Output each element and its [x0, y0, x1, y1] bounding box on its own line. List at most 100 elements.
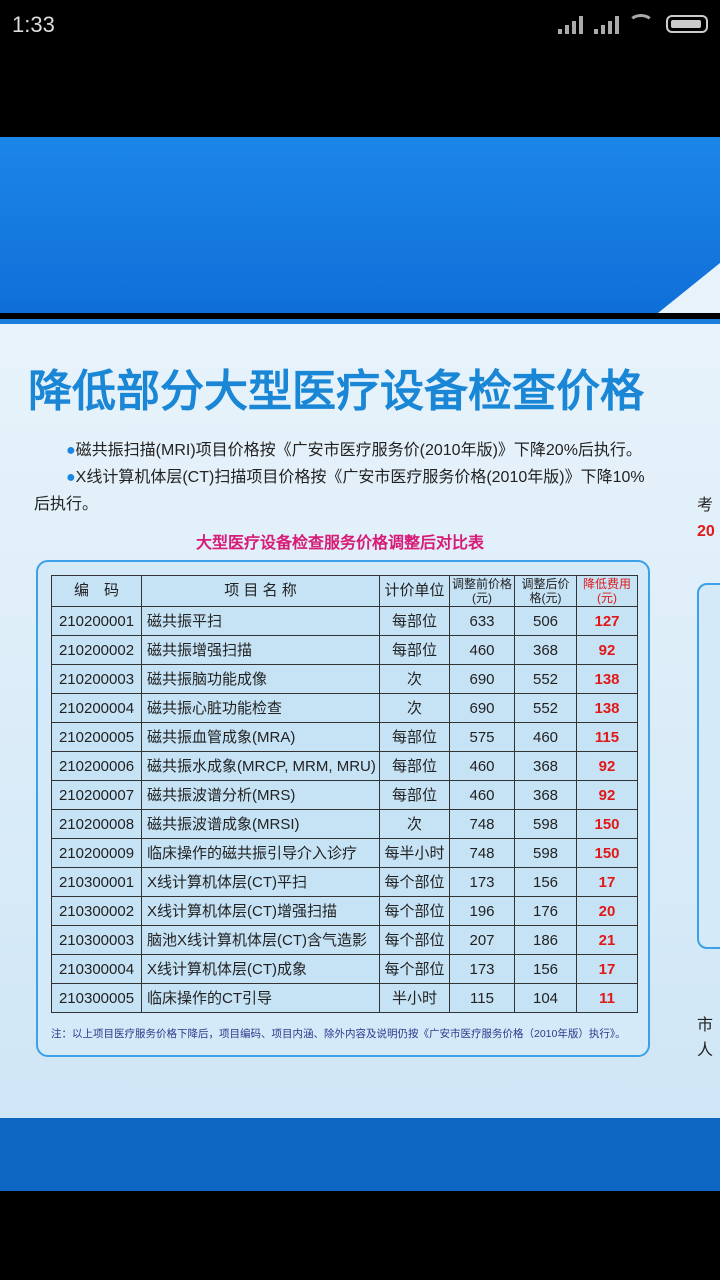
code-cell: 210300004 [51, 954, 142, 984]
old-price-cell: 460 [449, 751, 515, 781]
right-fragment: 20 [697, 523, 715, 540]
wifi-icon [628, 14, 654, 34]
new-price-cell: 368 [514, 780, 577, 810]
item-name-cell: 脑池X线计算机体层(CT)含气造影 [141, 925, 380, 955]
price-table: 编 码项 目 名 称计价单位 调整前价格(元) 调整后价格(元) 降低费用(元) 21… [51, 575, 638, 1013]
code-cell: 210300001 [51, 867, 142, 897]
new-price-cell: 506 [514, 606, 577, 636]
item-name-cell: 磁共振心脏功能检查 [141, 693, 380, 723]
table-row: 210300004 X线计算机体层(CT)成象 每个部位 173 156 17 [51, 954, 638, 984]
table-row: 210200004 磁共振心脏功能检查次 690 552 138 [51, 693, 638, 723]
paragraph-mri: ●磁共振扫描(MRI)项目价格按《广安市医疗服务价(2010年版)》下降20%后… [66, 442, 642, 459]
unit-cell: 每部位 [379, 635, 450, 665]
code-cell: 210200005 [51, 722, 142, 752]
code-cell: 210300003 [51, 925, 142, 955]
column-header: 调整前价格(元) [449, 575, 515, 607]
reduction-cell: 17 [576, 867, 638, 897]
code-cell: 210200001 [51, 606, 142, 636]
paragraph-ct: ●X线计算机体层(CT)扫描项目价格按《广安市医疗服务价格(2010年版)》下降… [34, 469, 645, 513]
code-cell: 210200002 [51, 635, 142, 665]
table-row: 210200007 磁共振波谱分析(MRS) 每部位 460 368 92 [51, 780, 638, 810]
item-name-cell: 磁共振增强扫描 [141, 635, 380, 665]
bottom-banner [0, 1118, 720, 1191]
item-name-cell: 磁共振波谱成象(MRSI) [141, 809, 380, 839]
column-header: 调整后价格(元) [514, 575, 577, 607]
top-banner [0, 137, 720, 313]
reduction-cell: 127 [576, 606, 638, 636]
table-row: 210200003 磁共振脑功能成像次 690 552 138 [51, 664, 638, 694]
reduction-cell: 92 [576, 751, 638, 781]
item-name-cell: 磁共振脑功能成像 [141, 664, 380, 694]
item-name-cell: 磁共振水成象(MRCP, MRM, MRU) [141, 751, 380, 781]
code-cell: 210200003 [51, 664, 142, 694]
new-price-cell: 186 [514, 925, 577, 955]
item-name-cell: 临床操作的磁共振引导介入诊疗 [141, 838, 380, 868]
old-price-cell: 173 [449, 954, 515, 984]
old-price-cell: 690 [449, 664, 515, 694]
old-price-cell: 460 [449, 635, 515, 665]
right-fragment: 市 [697, 1017, 714, 1034]
signal-icon-2 [594, 16, 620, 34]
table-note: 注：以上项目医疗服务价格下降后，项目编码、项目内涵、除外内容及说明仍按《广安市医… [51, 1028, 626, 1040]
unit-cell: 次 [379, 693, 450, 723]
old-price-cell: 633 [449, 606, 515, 636]
reduction-cell: 20 [576, 896, 638, 926]
new-price-cell: 156 [514, 867, 577, 897]
item-name-cell: X线计算机体层(CT)平扫 [141, 867, 380, 897]
reduction-cell: 115 [576, 722, 638, 752]
old-price-cell: 173 [449, 867, 515, 897]
old-price-cell: 460 [449, 780, 515, 810]
column-header: 编 码 [51, 575, 142, 607]
reduction-cell: 138 [576, 693, 638, 723]
reduction-cell: 92 [576, 780, 638, 810]
new-price-cell: 460 [514, 722, 577, 752]
table-row: 210200006 磁共振水成象(MRCP, MRM, MRU) 每部位 460 368… [51, 751, 638, 781]
item-name-cell: 磁共振波谱分析(MRS) [141, 780, 380, 810]
reduction-cell: 11 [576, 983, 638, 1013]
poster-image: 降低部分大型医疗设备检查价格 ●磁共振扫描(MRI)项目价格按《广安市医疗服务价… [0, 324, 720, 1118]
new-price-cell: 598 [514, 838, 577, 868]
table-row: 210300005 临床操作的CT引导 半小时 115 104 11 [51, 983, 638, 1013]
table-row: 210300001 X线计算机体层(CT)平扫 每个部位 173 156 17 [51, 867, 638, 897]
old-price-cell: 575 [449, 722, 515, 752]
new-price-cell: 552 [514, 664, 577, 694]
new-price-cell: 156 [514, 954, 577, 984]
old-price-cell: 748 [449, 809, 515, 839]
code-cell: 210200004 [51, 693, 142, 723]
table-row: 210200005 磁共振血管成象(MRA) 每部位 575 460 115 [51, 722, 638, 752]
unit-cell: 每半小时 [379, 838, 450, 868]
divider [0, 319, 720, 324]
reduction-cell: 21 [576, 925, 638, 955]
code-cell: 210200006 [51, 751, 142, 781]
new-price-cell: 598 [514, 809, 577, 839]
new-price-cell: 368 [514, 751, 577, 781]
item-name-cell: 磁共振血管成象(MRA) [141, 722, 380, 752]
column-header: 计价单位 [379, 575, 450, 607]
clock: 1:33 [12, 12, 55, 37]
old-price-cell: 115 [449, 983, 515, 1013]
old-price-cell: 207 [449, 925, 515, 955]
old-price-cell: 690 [449, 693, 515, 723]
item-name-cell: X线计算机体层(CT)成象 [141, 954, 380, 984]
signal-icon [558, 16, 584, 34]
table-title: 大型医疗设备检查服务价格调整后对比表 [195, 535, 484, 552]
column-header: 降低费用(元) [576, 575, 638, 607]
column-header: 项 目 名 称 [141, 575, 380, 607]
unit-cell: 每个部位 [379, 925, 450, 955]
new-price-cell: 104 [514, 983, 577, 1013]
page-title: 降低部分大型医疗设备检查价格 [28, 367, 644, 416]
code-cell: 210300005 [51, 983, 142, 1013]
reduction-cell: 17 [576, 954, 638, 984]
code-cell: 210200007 [51, 780, 142, 810]
new-price-cell: 368 [514, 635, 577, 665]
table-row: 210300002 X线计算机体层(CT)增强扫描 每个部位 196 176 20 [51, 896, 638, 926]
battery-icon [666, 15, 708, 33]
reduction-cell: 138 [576, 664, 638, 694]
right-fragment: 人 [697, 1042, 714, 1059]
code-cell: 210300002 [51, 896, 142, 926]
unit-cell: 每部位 [379, 751, 450, 781]
table-row: 210200009 临床操作的磁共振引导介入诊疗 每半小时 748 598 150 [51, 838, 638, 868]
reduction-cell: 150 [576, 809, 638, 839]
table-row: 210200002 磁共振增强扫描 每部位 460 368 92 [51, 635, 638, 665]
item-name-cell: 磁共振平扫 [141, 606, 380, 636]
